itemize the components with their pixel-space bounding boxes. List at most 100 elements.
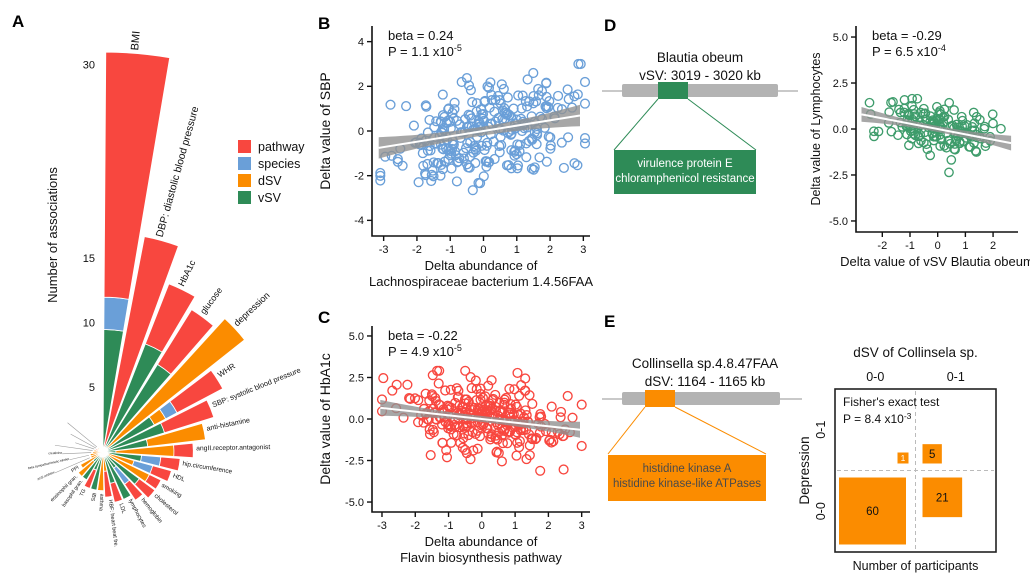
panel-a-label: A — [12, 12, 25, 31]
svg-text:asthma: asthma — [97, 494, 104, 512]
mosaic-square-top-left — [897, 452, 909, 464]
panel-b-label: B — [318, 14, 331, 33]
svg-text:2.5: 2.5 — [833, 78, 848, 90]
beta-stat: beta = -0.22 — [388, 328, 458, 343]
svg-text:-2: -2 — [412, 244, 422, 256]
svg-text:0: 0 — [358, 126, 364, 138]
svg-text:DBP: diastolic blood pressure: DBP: diastolic blood pressure — [155, 105, 202, 239]
svg-text:-1: -1 — [905, 240, 915, 252]
legend-swatch-vSV — [238, 191, 251, 204]
svg-text:4: 4 — [358, 36, 364, 48]
svg-text:1: 1 — [514, 244, 520, 256]
svg-text:IBS: IBS — [89, 492, 97, 502]
mosaic-square-bottom-right — [922, 477, 963, 518]
svg-text:TG: TG — [79, 488, 87, 497]
svg-text:3: 3 — [580, 244, 586, 256]
gene-annotation-box: histidine kinase A histidine kinase-like… — [608, 455, 766, 501]
svg-text:2: 2 — [990, 240, 996, 252]
beta-stat: beta = 0.24 — [388, 28, 453, 43]
svg-text:0: 0 — [479, 520, 485, 532]
svg-text:5: 5 — [89, 382, 95, 394]
gene-annotation-line1: virulence protein E — [637, 158, 733, 170]
svg-text:-2: -2 — [410, 520, 420, 532]
svg-text:Delta value of SBP: Delta value of SBP — [317, 72, 333, 190]
svg-text:-5.0: -5.0 — [345, 497, 364, 509]
svg-text:-1: -1 — [445, 244, 455, 256]
svg-text:Delta value of Lymphocytes: Delta value of Lymphocytes — [809, 52, 823, 205]
zoom-connector-lines — [607, 406, 767, 455]
svg-text:-5.0: -5.0 — [829, 216, 848, 228]
svg-text:Delta value of vSV Blautia obe: Delta value of vSV Blautia obeum — [840, 254, 1030, 269]
svg-text:-1: -1 — [444, 520, 454, 532]
svg-text:5.0: 5.0 — [349, 331, 364, 343]
dsv-segment — [645, 390, 675, 407]
svg-text:depression: depression — [232, 290, 272, 328]
svg-text:beta.sympathomimetic.inhaler: beta.sympathomimetic.inhaler — [28, 457, 71, 471]
gene-annotation-line1: histidine kinase A — [642, 463, 732, 475]
svg-text:Number of associations: Number of associations — [45, 167, 60, 303]
mosaic-plot: dSV of Collinsela sp. 0-0 0-1 1 5 60 21 Fisher'… — [797, 345, 997, 573]
svg-text:-2.5: -2.5 — [345, 455, 364, 467]
svg-text:HbA1c: HbA1c — [176, 258, 197, 288]
fisher-test-label: Fisher's exact test — [843, 395, 940, 409]
svg-text:2: 2 — [547, 244, 553, 256]
svg-text:0: 0 — [935, 240, 941, 252]
legend-label: vSV — [258, 190, 281, 205]
svg-text:-3: -3 — [377, 520, 387, 532]
svg-text:1: 1 — [962, 240, 968, 252]
svg-text:anti-histamine: anti-histamine — [206, 416, 251, 433]
beta-stat: beta = -0.29 — [872, 28, 942, 43]
svg-text:smoking: smoking — [160, 483, 182, 500]
count-bottom-right: 21 — [936, 492, 949, 504]
svg-text:-2: -2 — [354, 170, 364, 182]
svg-text:-2: -2 — [877, 240, 887, 252]
svg-text:-2.5: -2.5 — [829, 170, 848, 182]
legend-swatch-species — [238, 157, 251, 170]
fan-chart-legend: pathway species dSV vSV — [238, 138, 305, 206]
svg-text:glucose: glucose — [198, 285, 224, 316]
collinsella-dsv-diagram: Collinsella sp.4.8.47FAA dSV: 1164 - 116… — [600, 300, 810, 574]
scatter-lymphocytes-chart: -5.0 -2.5 0.0 2.5 5.0 -2 -1 0 1 2 Delta value of L… — [809, 26, 1030, 269]
mosaic-frame — [834, 388, 997, 553]
axes — [371, 326, 590, 513]
svg-text:Flavin biosynthesis pathway: Flavin biosynthesis pathway — [400, 550, 562, 565]
svg-text:hip.circumference: hip.circumference — [182, 460, 233, 475]
svg-text:HBF: heart beat fre.: HBF: heart beat fre. — [107, 499, 119, 548]
svg-text:Lachnospiraceae bacterium 1.4.: Lachnospiraceae bacterium 1.4.56FAA — [369, 274, 593, 289]
svg-text:PPI: PPI — [70, 465, 80, 474]
svg-text:5.0: 5.0 — [833, 32, 848, 44]
row-label-0-0: 0-0 — [814, 502, 828, 520]
legend-swatch-dSV — [238, 174, 251, 187]
svg-text:BMI: BMI — [129, 30, 143, 51]
panel-d-label: D — [604, 16, 617, 35]
legend-label: pathway — [258, 139, 305, 154]
svg-text:HDL: HDL — [172, 473, 187, 484]
scatter-hba1c-chart: -5.0 -2.5 0.0 2.5 5.0 -3 -2 -1 0 1 2 3 Delta value o… — [317, 326, 590, 565]
legend-label: dSV — [258, 173, 282, 188]
count-top-left: 1 — [901, 453, 906, 463]
gene-annotation-line2: histidine kinase-like ATPases — [612, 478, 762, 490]
pvalue-stat: P = 4.9 x10-5 — [388, 343, 462, 359]
legend-item-species: species — [238, 155, 305, 172]
svg-text:0.0: 0.0 — [349, 414, 364, 426]
panel-e-label: E — [604, 312, 616, 331]
svg-text:Delta value of HbA1c: Delta value of HbA1c — [317, 353, 333, 485]
svg-text:0: 0 — [480, 244, 486, 256]
zoom-connector-lines — [613, 98, 757, 151]
svg-text:0.0: 0.0 — [833, 124, 848, 136]
mosaic-xlabel: Number of participants — [853, 559, 979, 573]
legend-swatch-pathway — [238, 140, 251, 153]
count-bottom-left: 60 — [866, 506, 879, 518]
mosaic-title: dSV of Collinsela sp. — [853, 345, 978, 360]
genome-track — [622, 84, 778, 97]
svg-text:Delta abundance of: Delta abundance of — [425, 534, 538, 549]
blautia-title: Blautia obeum — [656, 50, 744, 65]
svg-text:10: 10 — [83, 318, 95, 330]
scatter-sbp-chart: -4 -2 0 2 4 -3 -2 -1 0 1 2 3 Delta value of SBP Delta… — [317, 26, 593, 289]
legend-item-pathway: pathway — [238, 138, 305, 155]
svg-text:ACE.inhibitor: ACE.inhibitor — [37, 470, 57, 481]
svg-text:LDL: LDL — [118, 503, 127, 515]
collinsella-dsv-range: dSV: 1164 - 1165 kb — [644, 374, 766, 389]
row-axis-title: Depression — [797, 436, 812, 504]
